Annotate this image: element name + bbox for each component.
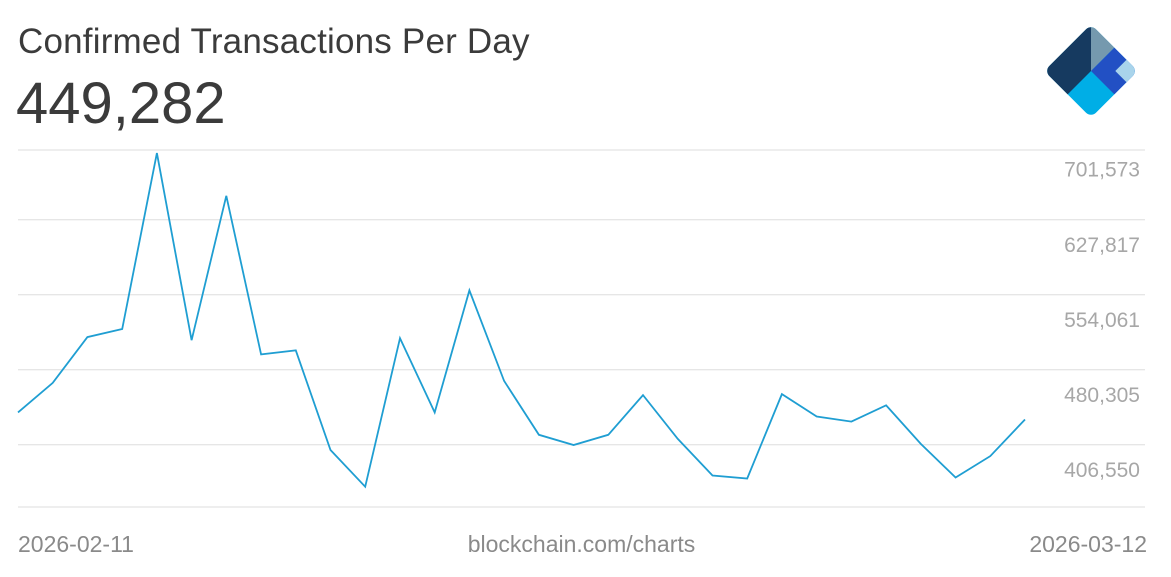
- logo-top-segment: [1091, 24, 1116, 71]
- chart-title: Confirmed Transactions Per Day: [18, 22, 530, 61]
- y-tick-label: 406,550: [1064, 459, 1140, 482]
- y-tick-label: 480,305: [1064, 384, 1140, 407]
- source-label: blockchain.com/charts: [467, 531, 696, 557]
- transactions-series-line: [17, 152, 1026, 489]
- y-tick-label: 627,817: [1064, 234, 1140, 257]
- logo-left-segment: [1044, 24, 1091, 96]
- headline-value: 449,282: [16, 71, 226, 136]
- grid-lines: [18, 149, 1145, 508]
- x-axis-end-date: 2026-03-12: [1029, 531, 1147, 557]
- x-axis-start-date: 2026-02-11: [18, 531, 134, 557]
- y-tick-label: 701,573: [1064, 159, 1140, 182]
- y-axis-ticks: 701,573 627,817 554,061 480,305 406,550: [1064, 159, 1140, 482]
- blockchain-logo-icon: [1044, 24, 1138, 118]
- y-tick-label: 554,061: [1064, 309, 1140, 332]
